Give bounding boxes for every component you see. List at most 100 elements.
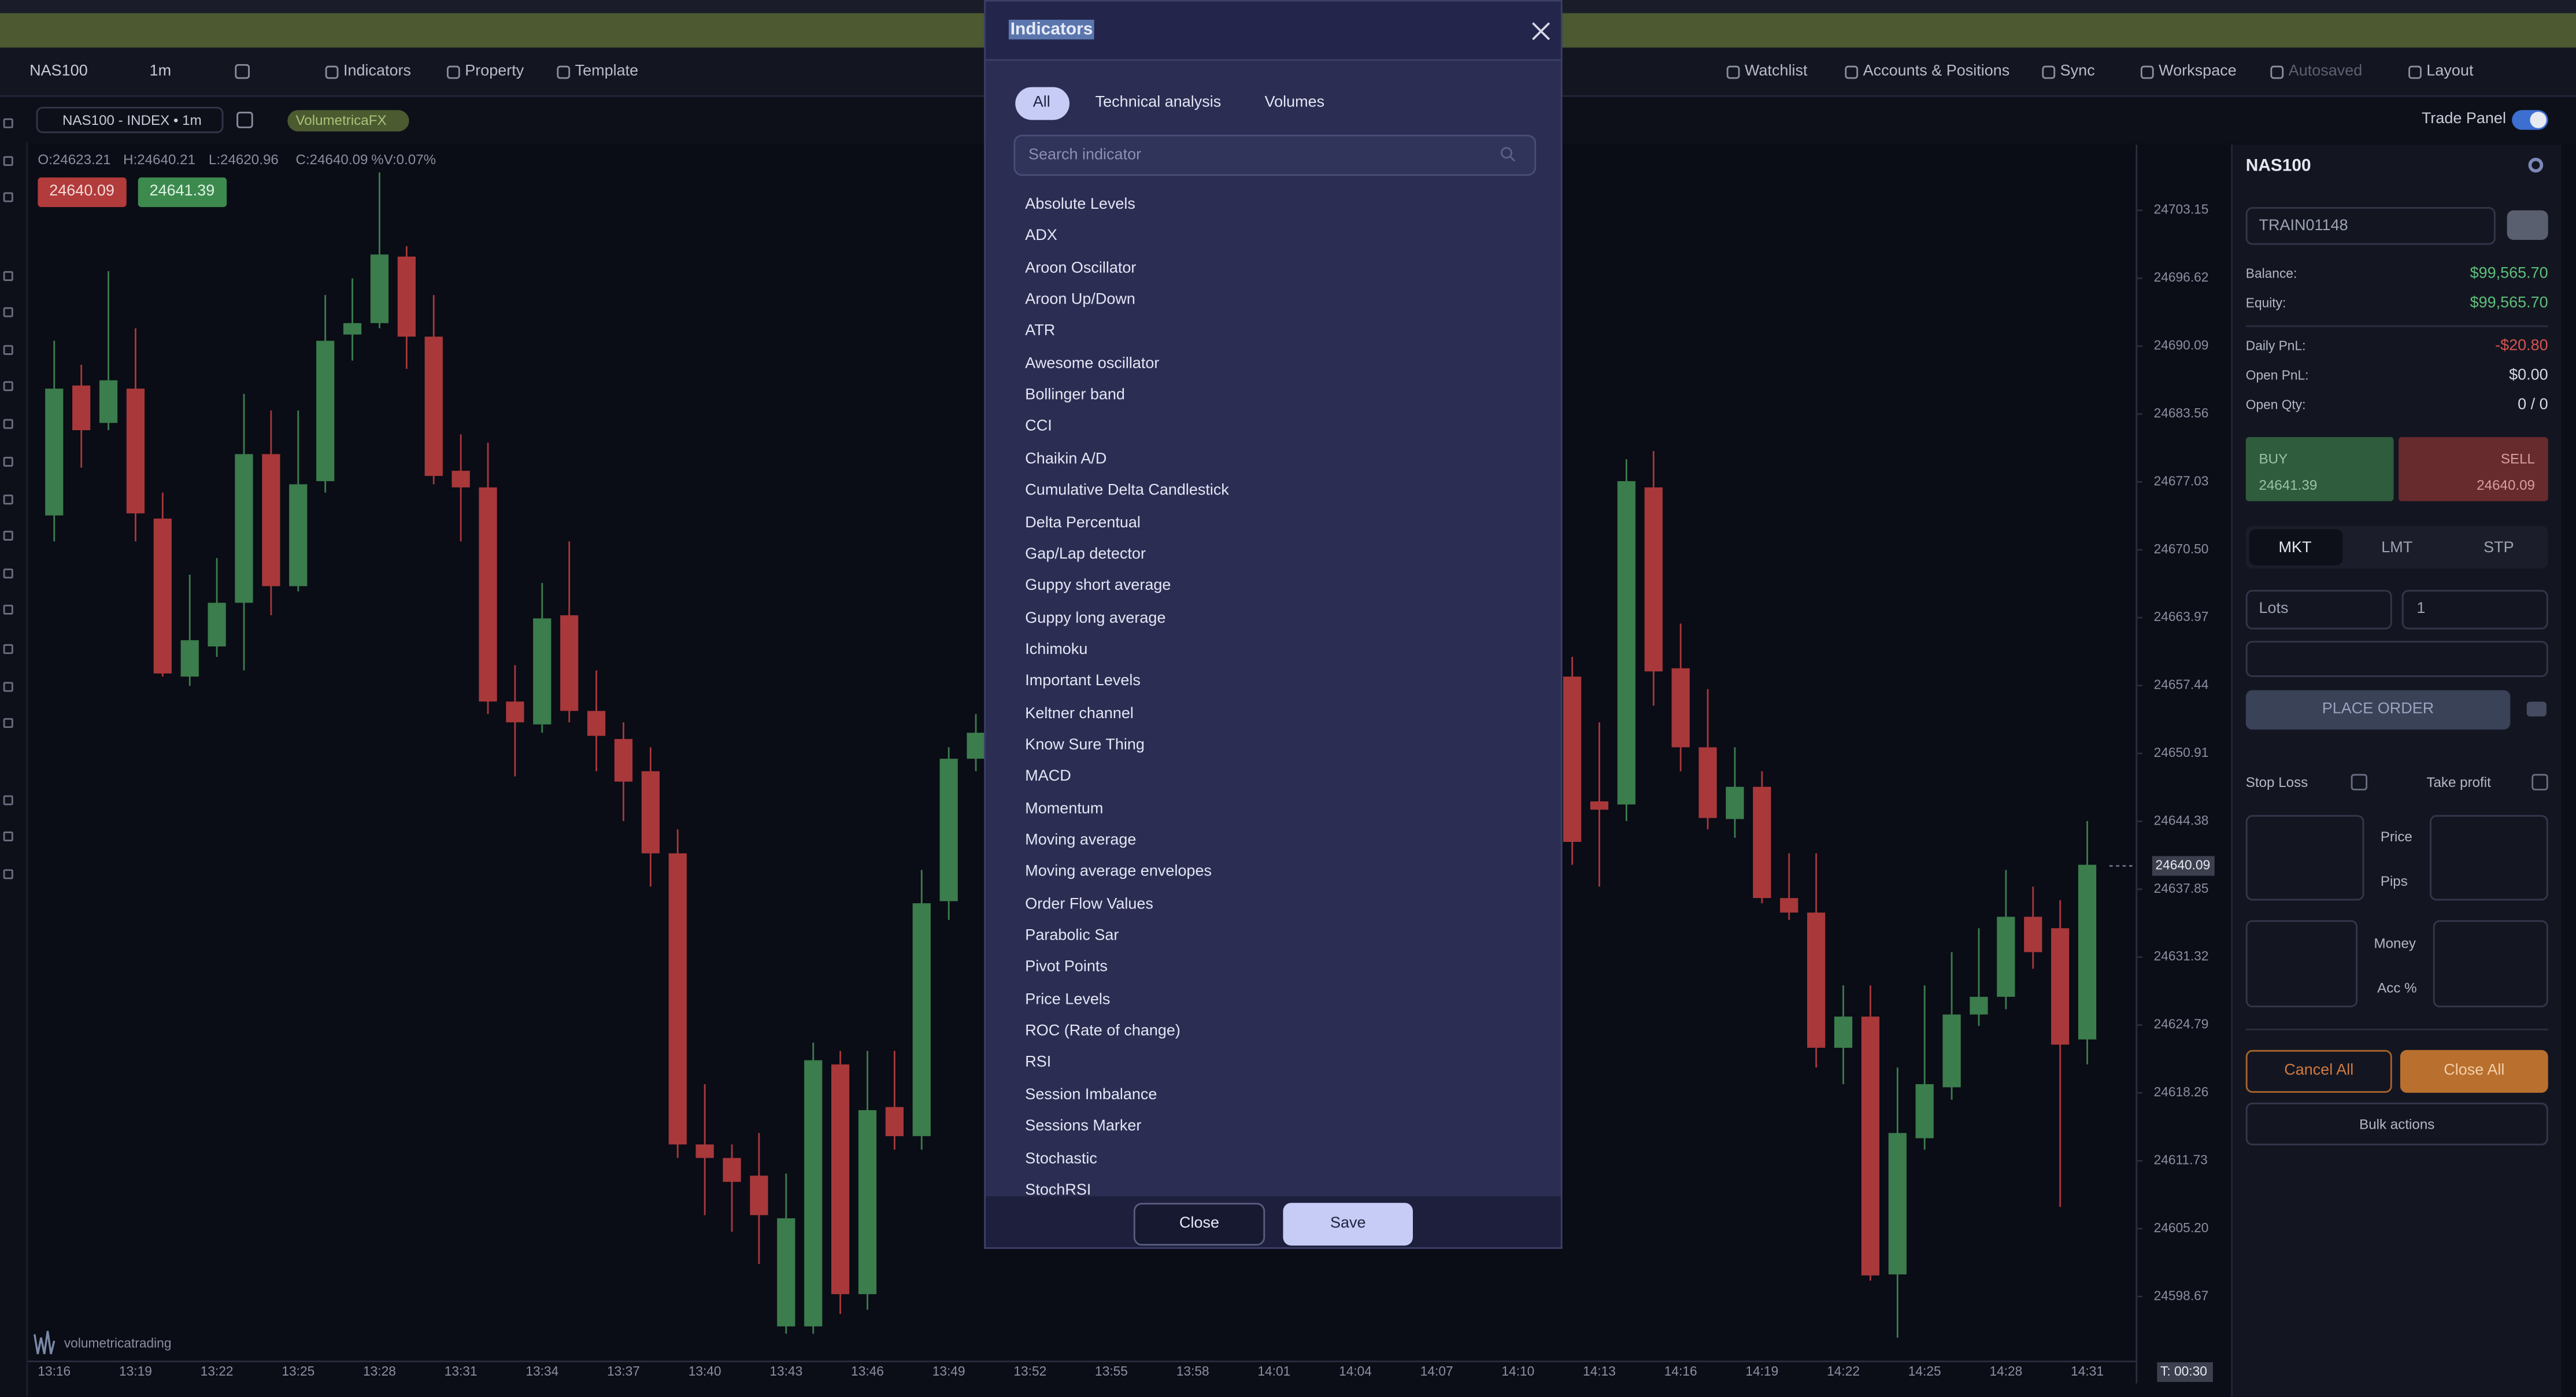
unit-select[interactable]: [2245, 590, 2392, 630]
indicator-item[interactable]: Parabolic Sar: [1025, 926, 1119, 945]
indicator-item[interactable]: Sessions Marker: [1025, 1117, 1142, 1136]
order-type-selected[interactable]: [2249, 529, 2343, 566]
indicator-item[interactable]: Stochastic: [1025, 1149, 1097, 1168]
save-label[interactable]: Save: [1330, 1214, 1366, 1233]
sl-inputs[interactable]: [2245, 815, 2364, 901]
chart-type-icon[interactable]: [235, 64, 250, 79]
toolbar-item[interactable]: Property: [465, 62, 524, 81]
quantity[interactable]: 1: [2416, 600, 2426, 618]
timeframe[interactable]: 1m: [149, 62, 172, 81]
tool-icon[interactable]: [3, 568, 13, 579]
indicator-item[interactable]: ROC (Rate of change): [1025, 1022, 1180, 1041]
tool-icon[interactable]: [3, 644, 13, 655]
take-profit-checkbox[interactable]: [2531, 774, 2548, 790]
tool-icon[interactable]: [3, 192, 13, 202]
buy-button[interactable]: BUY 24641.39: [2245, 437, 2394, 501]
close-all-button[interactable]: [2400, 1049, 2548, 1093]
tool-icon[interactable]: [3, 604, 13, 615]
indicator-item[interactable]: Session Imbalance: [1025, 1085, 1157, 1104]
tab-all-pill[interactable]: [1015, 87, 1070, 120]
tool-icon[interactable]: [3, 271, 13, 281]
settings-icon[interactable]: [2528, 157, 2544, 173]
toolbar-item[interactable]: Layout: [2426, 62, 2474, 81]
toolbar-item[interactable]: Workspace: [2159, 62, 2237, 81]
close-icon[interactable]: [1531, 21, 1551, 41]
tool-icon[interactable]: [3, 419, 13, 429]
indicator-item[interactable]: Moving average envelopes: [1025, 863, 1212, 882]
order-type[interactable]: LMT: [2381, 539, 2413, 557]
tool-icon[interactable]: [3, 869, 13, 879]
refresh-button[interactable]: [2507, 210, 2548, 240]
toolbar-item[interactable]: Autosaved: [2288, 62, 2363, 81]
toolbar-item[interactable]: Accounts & Positions: [1863, 62, 2010, 81]
indicator-item[interactable]: Awesome oscillator: [1025, 354, 1160, 373]
sell-button[interactable]: SELL 24640.09: [2399, 437, 2548, 501]
tool-icon[interactable]: [3, 156, 13, 167]
bulk-actions[interactable]: Bulk actions: [2359, 1115, 2435, 1133]
indicator-item[interactable]: Delta Percentual: [1025, 513, 1141, 532]
indicator-item[interactable]: Ichimoku: [1025, 641, 1088, 659]
indicator-item[interactable]: Momentum: [1025, 799, 1104, 818]
indicator-item[interactable]: Gap/Lap detector: [1025, 545, 1146, 564]
tool-icon[interactable]: [3, 795, 13, 805]
indicator-item[interactable]: Guppy short average: [1025, 577, 1171, 596]
quantity-input[interactable]: [2401, 590, 2548, 630]
tab[interactable]: All: [1032, 93, 1050, 112]
save-button[interactable]: [1283, 1203, 1413, 1246]
bulk-actions-button[interactable]: [2245, 1102, 2548, 1145]
lot-unit[interactable]: Lots: [2259, 600, 2289, 618]
tool-icon[interactable]: [3, 381, 13, 391]
cancel-all[interactable]: Cancel All: [2284, 1061, 2354, 1080]
price-input[interactable]: [2245, 641, 2548, 677]
toolbar-item[interactable]: Watchlist: [1745, 62, 1808, 81]
account-select[interactable]: [2245, 207, 2496, 245]
tool-icon[interactable]: [3, 345, 13, 355]
trade-panel-toggle[interactable]: [2512, 110, 2548, 130]
search-box[interactable]: [1013, 135, 1537, 176]
stop-loss-checkbox[interactable]: [2351, 774, 2368, 790]
indicator-tag[interactable]: VolumetricaFX: [287, 110, 410, 132]
tp-inputs[interactable]: [2430, 815, 2548, 901]
tool-icon[interactable]: [3, 457, 13, 467]
indicator-item[interactable]: Guppy long average: [1025, 609, 1166, 627]
indicator-item[interactable]: Absolute Levels: [1025, 195, 1135, 214]
tool-icon[interactable]: [3, 682, 13, 692]
indicator-item[interactable]: StochRSI: [1025, 1181, 1091, 1196]
indicator-item[interactable]: MACD: [1025, 767, 1071, 786]
indicator-item[interactable]: Chaikin A/D: [1025, 450, 1107, 468]
instrument[interactable]: NAS100 - INDEX • 1m: [62, 112, 202, 128]
indicator-item[interactable]: Moving average: [1025, 831, 1137, 850]
account[interactable]: TRAIN01148: [2259, 217, 2348, 235]
symbol[interactable]: NAS100: [29, 62, 88, 81]
clear-icon[interactable]: [2526, 701, 2547, 717]
indicator-item[interactable]: Cumulative Delta Candlestick: [1025, 482, 1229, 500]
tool-icon[interactable]: [3, 307, 13, 317]
acc-inputs[interactable]: [2433, 920, 2548, 1008]
instrument-select[interactable]: [36, 106, 224, 134]
toolbar-item[interactable]: Template: [575, 62, 639, 81]
indicator-item[interactable]: Know Sure Thing: [1025, 736, 1145, 755]
indicator-item[interactable]: ADX: [1025, 227, 1057, 246]
indicator-item[interactable]: Bollinger band: [1025, 386, 1125, 405]
indicator-item[interactable]: Aroon Up/Down: [1025, 291, 1135, 309]
place-order-button[interactable]: [2245, 690, 2511, 730]
money-inputs[interactable]: [2245, 920, 2358, 1008]
indicator-item[interactable]: ATR: [1025, 323, 1056, 341]
indicator-item[interactable]: Order Flow Values: [1025, 895, 1153, 914]
place-order[interactable]: PLACE ORDER: [2322, 700, 2434, 718]
tool-icon[interactable]: [3, 118, 13, 128]
tool-icon[interactable]: [3, 831, 13, 842]
search-placeholder[interactable]: Search indicator: [1028, 146, 1142, 165]
tab[interactable]: Volumes: [1264, 93, 1325, 112]
indicator-item[interactable]: Keltner channel: [1025, 704, 1134, 723]
tab[interactable]: Technical analysis: [1095, 93, 1222, 112]
close-label[interactable]: Close: [1179, 1214, 1220, 1233]
indicator-item[interactable]: CCI: [1025, 418, 1052, 437]
order-type[interactable]: MKT: [2278, 539, 2312, 557]
close-button[interactable]: [1133, 1203, 1265, 1246]
indicator-item[interactable]: RSI: [1025, 1054, 1052, 1073]
close-all[interactable]: Close All: [2444, 1061, 2505, 1080]
indicator-item[interactable]: Pivot Points: [1025, 958, 1108, 977]
open-icon[interactable]: [236, 112, 253, 128]
tool-icon[interactable]: [3, 494, 13, 505]
